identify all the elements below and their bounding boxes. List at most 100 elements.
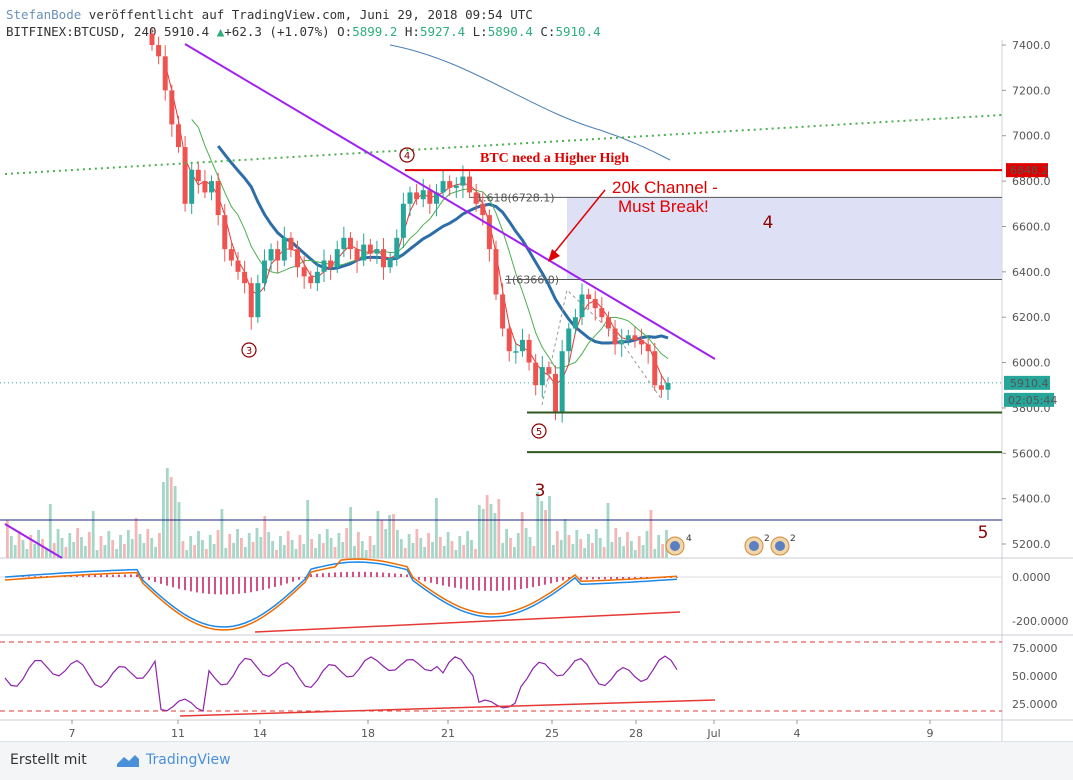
volume-bar (396, 530, 399, 558)
volume-bar (477, 505, 481, 558)
rising-dotted-trendline[interactable] (4, 114, 1003, 175)
candle-body (347, 237, 353, 250)
candle-body (592, 299, 598, 309)
volume-bar (485, 495, 489, 558)
volume-bar (68, 533, 72, 558)
author-link[interactable]: StefanBode (6, 7, 82, 22)
candle-body (407, 192, 413, 204)
candles (149, 27, 671, 423)
volume-bar (548, 496, 551, 558)
volume-bar (602, 547, 606, 558)
event-badge-1[interactable]: 4 (665, 534, 692, 556)
candle-body (268, 249, 274, 261)
macd-histogram (10, 571, 678, 595)
svg-text:5910.4: 5910.4 (1010, 377, 1049, 390)
volume-bar (384, 529, 388, 558)
candle-body (149, 33, 155, 45)
volume-bar (626, 532, 629, 558)
tradingview-logo-icon (117, 755, 139, 767)
volume-bar (372, 545, 376, 558)
volume-bar (552, 545, 555, 558)
volume-bar (411, 543, 415, 558)
macd-divergence-line[interactable] (254, 611, 681, 633)
volume-bar (489, 504, 493, 558)
svg-text:2: 2 (764, 534, 770, 544)
volume-bar (575, 530, 579, 558)
tradingview-link[interactable]: TradingView (116, 750, 231, 770)
price-axis[interactable]: 7400.0 7200.0 7000.0 6800.0 6600.0 6400.0 6200… (1002, 39, 1051, 551)
purple-trend-segment[interactable] (4, 523, 63, 559)
candle-body (169, 90, 175, 125)
high-value: 5927.4 (419, 24, 466, 39)
volume-bar (431, 542, 434, 558)
volume-bar (271, 541, 274, 558)
rsi-divergence-line[interactable] (179, 699, 716, 717)
volume-bar (563, 519, 567, 558)
volume-bar (103, 545, 107, 558)
channel-box[interactable] (567, 197, 1002, 280)
volume-bar (661, 544, 664, 558)
wave-marker-4[interactable]: 4 (399, 147, 415, 163)
volume-bars (6, 468, 668, 558)
volume-bar (598, 538, 602, 558)
volume-bar (201, 540, 204, 558)
volume-bar (25, 549, 29, 558)
volume-bar (544, 510, 547, 558)
price-chart[interactable]: 1.618(6728.1) 1(6366.0) BTC need a Highe… (0, 0, 1073, 741)
volume-bar (165, 468, 169, 558)
arrow-line (549, 189, 606, 259)
volume-bar (87, 532, 91, 558)
candle-body (281, 237, 287, 261)
volume-bar (259, 537, 263, 558)
publish-line: StefanBode veröffentlicht auf TradingVie… (6, 6, 601, 23)
volume-bar (349, 507, 352, 558)
volume-bar (6, 520, 9, 558)
event-badge-3[interactable]: 2 (770, 534, 796, 556)
time-axis[interactable]: 7 11 14 18 21 25 28 Jul 4 9 (69, 720, 934, 740)
volume-bar (653, 549, 657, 558)
wave-marker-5[interactable]: 5 (531, 423, 547, 439)
candle-body (526, 339, 532, 363)
volume-bar (41, 539, 44, 558)
candle-body (341, 237, 347, 250)
volume-bar (567, 535, 571, 558)
open-value: 5899.2 (352, 24, 398, 39)
volume-bar (579, 539, 583, 558)
wave-marker-3[interactable]: 3 (241, 342, 257, 358)
candle-body (625, 335, 631, 340)
volume-bar (314, 548, 317, 558)
volume-bar (126, 530, 130, 558)
candle-body (314, 271, 320, 284)
volume-bar (169, 477, 173, 558)
candle-body (612, 328, 618, 345)
candle-body (156, 45, 162, 57)
downtrend-line[interactable] (184, 43, 716, 360)
volume-bar (423, 547, 427, 558)
candle-body (228, 249, 234, 261)
volume-bar (286, 531, 290, 558)
volume-bar (275, 550, 278, 558)
candle-body (665, 382, 671, 390)
box-wave-label-4: 4 (763, 213, 774, 233)
volume-bar (318, 534, 321, 558)
volume-bar (189, 536, 193, 558)
volume-bar (610, 542, 614, 558)
volume-bar (255, 528, 259, 558)
fib-1618-label: 1.618(6728.1) (476, 191, 555, 204)
volume-bar (341, 542, 345, 558)
candle-body (182, 147, 188, 204)
volume-bar (134, 518, 138, 558)
time-tick-label: 9 (927, 727, 934, 740)
low-value: 5890.4 (487, 24, 533, 39)
volume-bar (571, 544, 575, 558)
volume-bar (232, 543, 235, 558)
rsi-tick-75: 75.0000 (1012, 642, 1058, 655)
candle-body (506, 328, 512, 352)
channel-note-line1: 20k Channel - (612, 178, 718, 197)
volume-bar (337, 533, 341, 558)
event-badge-2[interactable]: 2 (744, 534, 770, 556)
volume-bar (119, 535, 122, 558)
volume-bar (353, 546, 356, 558)
volume-bar (52, 543, 56, 558)
volume-bar (243, 547, 247, 558)
